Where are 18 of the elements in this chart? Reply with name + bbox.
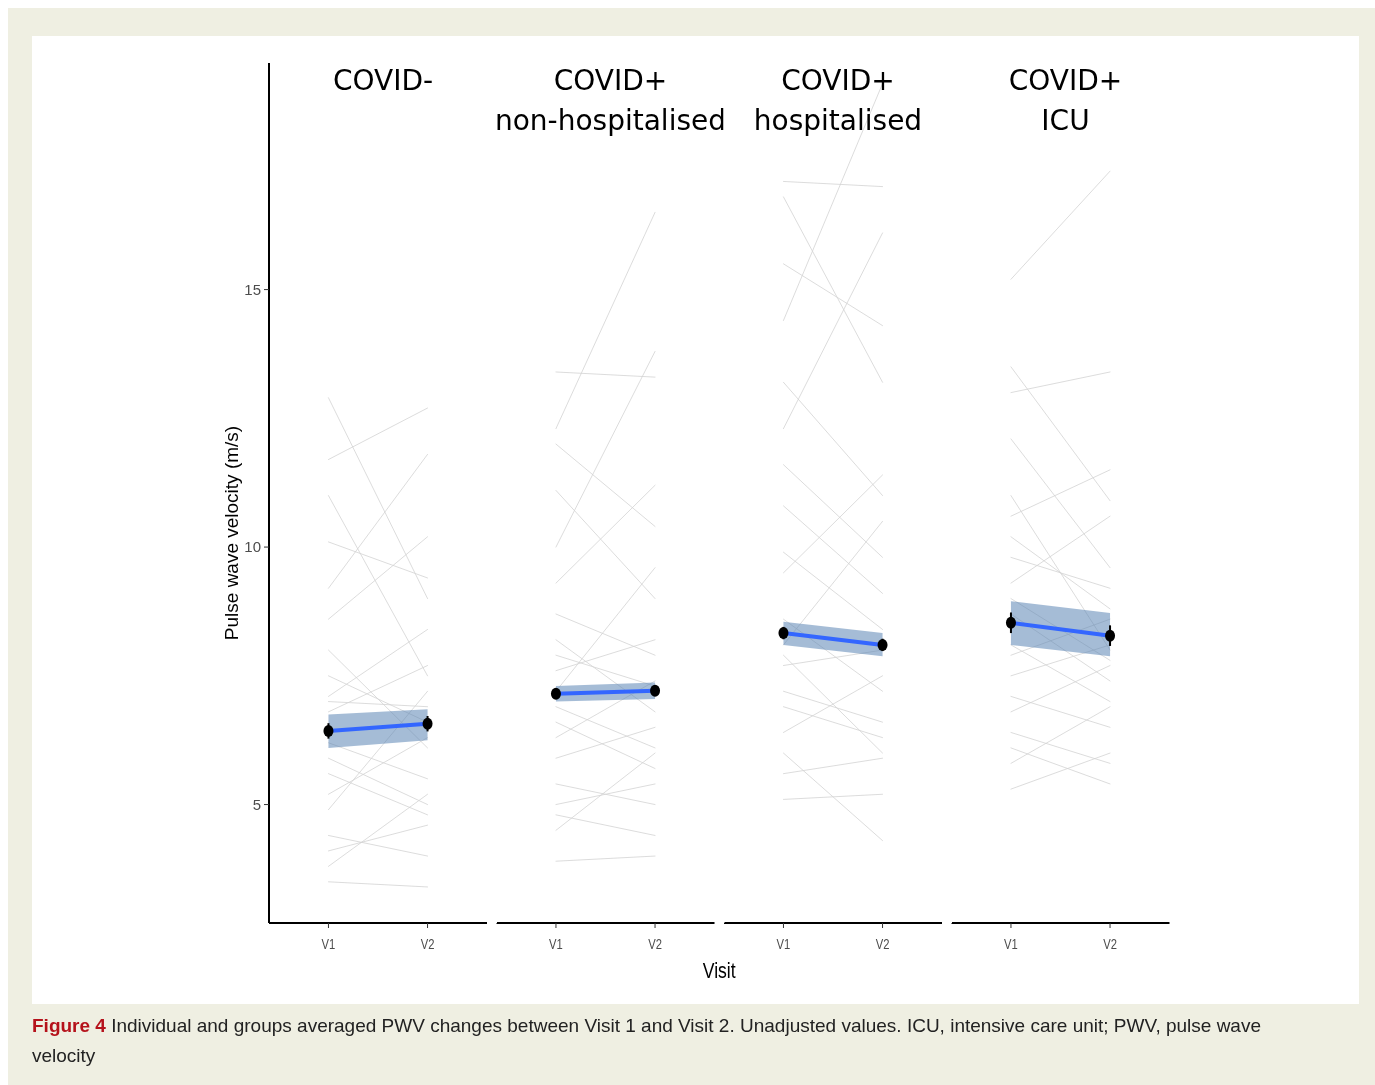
text: COVID+ hospitalised (753, 64, 923, 137)
x-tick-label: V1 (549, 935, 563, 953)
x-tick-label: V2 (1103, 935, 1117, 953)
x-tick-label: V1 (1004, 935, 1018, 953)
x-tick-label: V1 (776, 935, 791, 953)
caption: Figure 4 Individual and groups averaged PWV changes between Visit 1 and Visit 2. Unadjusted values. ICU, intensive care unit; PWV, pulse wave velocity (32, 1015, 1262, 1066)
y-tick-label: 10 (244, 538, 261, 556)
x-tick-label: V2 (875, 935, 890, 953)
text: COVID+ non-hospitalised (494, 64, 727, 137)
chart-title: COVID- (332, 64, 434, 97)
y-tick-label: 15 (244, 280, 261, 298)
text: COVID+ ICU (1008, 64, 1123, 137)
x-tick-label: V2 (648, 935, 662, 953)
x-tick-label: V1 (321, 935, 336, 953)
x-axis-title: Visit (702, 958, 737, 983)
x-tick-label: V2 (420, 935, 435, 953)
y-axis-title: Pulse wave velocity (m/s) (221, 425, 242, 641)
y-tick-label: 5 (252, 795, 261, 813)
